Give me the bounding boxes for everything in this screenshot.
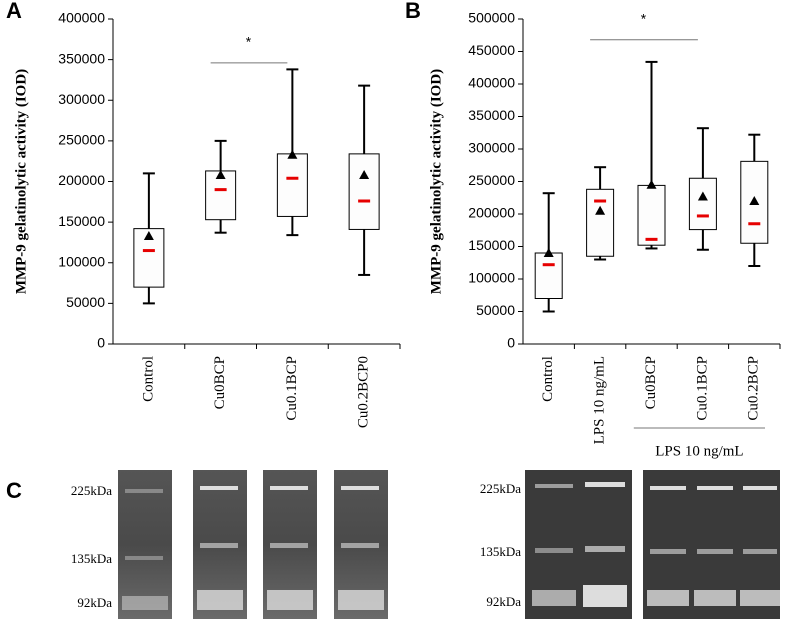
- x-tick-label: Cu0BCP: [643, 356, 659, 409]
- y-tick-label: 250000: [58, 132, 105, 148]
- x-tick-label: Cu0BCP: [212, 356, 228, 409]
- y-tick-label: 350000: [58, 50, 105, 66]
- marker-label: 92kDa: [77, 595, 112, 610]
- mean-marker: [646, 179, 657, 189]
- y-tick-label: 200000: [58, 172, 105, 188]
- mean-marker: [143, 230, 154, 240]
- y-tick-label: 150000: [468, 237, 515, 253]
- box: [205, 170, 237, 221]
- y-tick-label: 400000: [58, 10, 105, 26]
- significance-label: *: [246, 34, 252, 50]
- y-tick-label: 50000: [66, 294, 105, 310]
- significance-label: *: [641, 11, 647, 27]
- x-tick-label: Cu0.2BCP0: [356, 356, 372, 428]
- y-tick-label: 500000: [468, 10, 515, 26]
- y-tick-label: 200000: [468, 205, 515, 221]
- marker-label: 135kDa: [480, 544, 521, 559]
- y-tick-label: 0: [97, 335, 105, 351]
- mean-marker: [749, 196, 760, 205]
- x-tick-label: Cu0.1BCP: [694, 356, 710, 421]
- y-tick-label: 150000: [58, 213, 105, 229]
- box: [586, 188, 615, 257]
- y-tick-label: 100000: [58, 253, 105, 269]
- y-tick-label: 100000: [468, 270, 515, 286]
- marker-label: 225kDa: [480, 481, 521, 496]
- y-tick-label: 50000: [476, 302, 515, 318]
- y-tick-label: 400000: [468, 75, 515, 91]
- mean-marker: [359, 170, 370, 179]
- gel-left: [118, 470, 388, 619]
- marker-label: 92kDa: [486, 594, 521, 609]
- x-tick-label: LPS 10 ng/mL: [592, 356, 608, 444]
- panel-label: C: [6, 478, 22, 503]
- x-tick-label: Control: [140, 356, 156, 402]
- x-tick-label: Cu0.1BCP: [284, 356, 300, 421]
- y-axis-label: MMP-9 gelatinolytic activity (IOD): [428, 69, 444, 294]
- box: [534, 252, 563, 299]
- box: [637, 184, 666, 246]
- marker-label: 225kDa: [71, 483, 112, 498]
- mean-marker: [697, 191, 708, 201]
- mean-marker: [595, 205, 606, 215]
- y-tick-label: 300000: [468, 140, 515, 156]
- mean-marker: [287, 149, 298, 159]
- y-tick-label: 250000: [468, 172, 515, 188]
- mean-marker: [215, 170, 226, 179]
- box: [348, 153, 380, 230]
- panel-label: B: [405, 0, 421, 23]
- group-label: LPS 10 ng/mL: [655, 443, 743, 459]
- marker-label: 135kDa: [71, 551, 112, 566]
- x-tick-label: Cu0.2BCP: [746, 356, 762, 421]
- gel-right: [525, 470, 780, 619]
- y-axis-label: MMP-9 gelatinolytic activity (IOD): [13, 69, 29, 294]
- panel-label: A: [6, 0, 22, 23]
- x-tick-label: Control: [540, 356, 556, 402]
- box: [276, 153, 308, 217]
- box: [688, 177, 717, 231]
- y-tick-label: 300000: [58, 91, 105, 107]
- mean-marker: [543, 248, 554, 257]
- y-tick-label: 350000: [468, 107, 515, 123]
- y-tick-label: 0: [507, 335, 515, 351]
- y-tick-label: 450000: [468, 42, 515, 58]
